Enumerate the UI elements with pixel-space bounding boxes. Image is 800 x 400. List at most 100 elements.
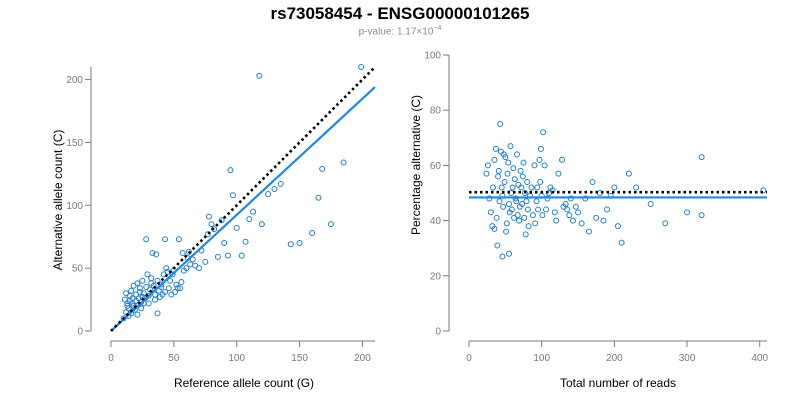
data-point bbox=[611, 184, 618, 191]
data-point bbox=[536, 156, 543, 163]
pvalue-subtitle: p-value: 1.17×10−4 bbox=[0, 25, 800, 37]
data-point bbox=[541, 162, 548, 169]
data-point bbox=[242, 238, 249, 245]
data-point bbox=[555, 170, 562, 177]
data-point bbox=[512, 195, 519, 202]
data-point bbox=[698, 212, 705, 219]
data-point bbox=[513, 151, 520, 158]
data-point bbox=[162, 236, 169, 243]
data-point bbox=[567, 195, 574, 202]
y-tick-label: 0 bbox=[77, 327, 83, 338]
y-tick-label: 80 bbox=[430, 106, 442, 117]
data-point bbox=[185, 248, 192, 255]
data-point bbox=[535, 206, 542, 213]
data-point bbox=[258, 221, 265, 228]
y-axis-label: Percentage alternative (C) bbox=[409, 95, 423, 235]
data-point bbox=[143, 236, 150, 243]
data-point bbox=[504, 170, 511, 177]
data-point bbox=[136, 285, 143, 292]
data-point bbox=[543, 206, 550, 213]
data-point bbox=[532, 220, 539, 227]
data-point bbox=[540, 129, 547, 136]
data-point bbox=[521, 214, 528, 221]
data-point bbox=[328, 221, 334, 228]
data-point bbox=[760, 187, 767, 194]
data-point bbox=[593, 214, 600, 221]
data-point bbox=[582, 195, 589, 202]
data-point bbox=[173, 281, 180, 288]
x-tick-label: 150 bbox=[291, 353, 308, 364]
y-tick-label: 50 bbox=[72, 264, 84, 275]
data-point bbox=[585, 228, 592, 235]
data-point bbox=[489, 184, 496, 191]
data-point bbox=[615, 223, 621, 230]
data-point bbox=[529, 212, 536, 219]
data-point bbox=[493, 214, 500, 221]
data-point bbox=[296, 240, 303, 246]
data-point bbox=[494, 242, 501, 249]
y-tick-label: 60 bbox=[430, 161, 442, 172]
y-tick-label: 100 bbox=[424, 51, 441, 62]
x-tick-label: 200 bbox=[354, 353, 371, 364]
y-tick-label: 200 bbox=[66, 75, 83, 86]
reference-dotted-line bbox=[110, 66, 376, 332]
data-point bbox=[177, 285, 184, 292]
data-point bbox=[204, 231, 211, 238]
pvalue-exponent: −4 bbox=[433, 25, 442, 32]
data-point bbox=[524, 206, 531, 213]
data-point bbox=[533, 198, 540, 205]
data-point bbox=[522, 231, 529, 238]
data-point bbox=[500, 203, 507, 210]
data-point bbox=[487, 209, 494, 216]
y-tick-label: 150 bbox=[66, 138, 83, 149]
data-point bbox=[145, 300, 152, 307]
x-tick-label: 200 bbox=[606, 353, 623, 364]
data-point bbox=[495, 167, 502, 174]
data-point bbox=[531, 162, 538, 169]
data-point bbox=[154, 310, 161, 317]
pvalue-text: p-value: 1.17×10 bbox=[358, 26, 434, 38]
data-point bbox=[566, 212, 573, 219]
data-point bbox=[514, 212, 521, 219]
data-point bbox=[544, 195, 551, 202]
data-point bbox=[218, 217, 225, 224]
data-point bbox=[498, 184, 505, 191]
data-point bbox=[519, 201, 526, 208]
data-point bbox=[564, 206, 571, 213]
data-point bbox=[233, 224, 240, 231]
x-tick-label: 100 bbox=[533, 353, 550, 364]
data-point bbox=[163, 265, 170, 272]
data-point bbox=[144, 271, 151, 278]
data-point bbox=[511, 176, 518, 183]
percentage-alternative-scatter-panel: 0 100 200 300 400 0 20 40 60 80 100 Total number of… bbox=[409, 51, 769, 391]
data-point bbox=[174, 285, 181, 292]
data-point bbox=[178, 278, 185, 285]
x-tick-label: 0 bbox=[466, 353, 472, 364]
data-point bbox=[202, 258, 209, 265]
data-point bbox=[519, 173, 526, 180]
data-point bbox=[562, 201, 569, 208]
data-point bbox=[575, 209, 582, 216]
fit-line bbox=[110, 86, 376, 332]
data-point bbox=[503, 228, 510, 235]
data-point bbox=[256, 72, 263, 79]
data-point bbox=[520, 159, 527, 166]
data-point bbox=[521, 190, 528, 196]
data-point bbox=[206, 213, 213, 220]
data-point bbox=[496, 198, 503, 205]
data-point bbox=[483, 170, 490, 177]
data-point bbox=[277, 180, 284, 187]
data-point bbox=[340, 159, 347, 166]
data-point bbox=[505, 201, 512, 208]
data-point bbox=[502, 154, 509, 161]
data-point bbox=[600, 217, 607, 224]
data-point bbox=[134, 311, 141, 318]
data-point bbox=[492, 145, 499, 152]
x-tick-label: 300 bbox=[679, 353, 696, 364]
data-point bbox=[150, 282, 157, 289]
data-point bbox=[162, 289, 169, 296]
data-point bbox=[589, 178, 596, 185]
data-point bbox=[537, 178, 544, 185]
data-point bbox=[183, 265, 190, 272]
data-point bbox=[187, 261, 194, 268]
